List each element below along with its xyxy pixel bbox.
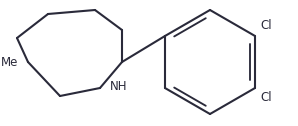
Text: Me: Me	[1, 55, 19, 69]
Text: Cl: Cl	[260, 19, 272, 32]
Text: Cl: Cl	[260, 91, 272, 104]
Text: NH: NH	[110, 81, 128, 93]
